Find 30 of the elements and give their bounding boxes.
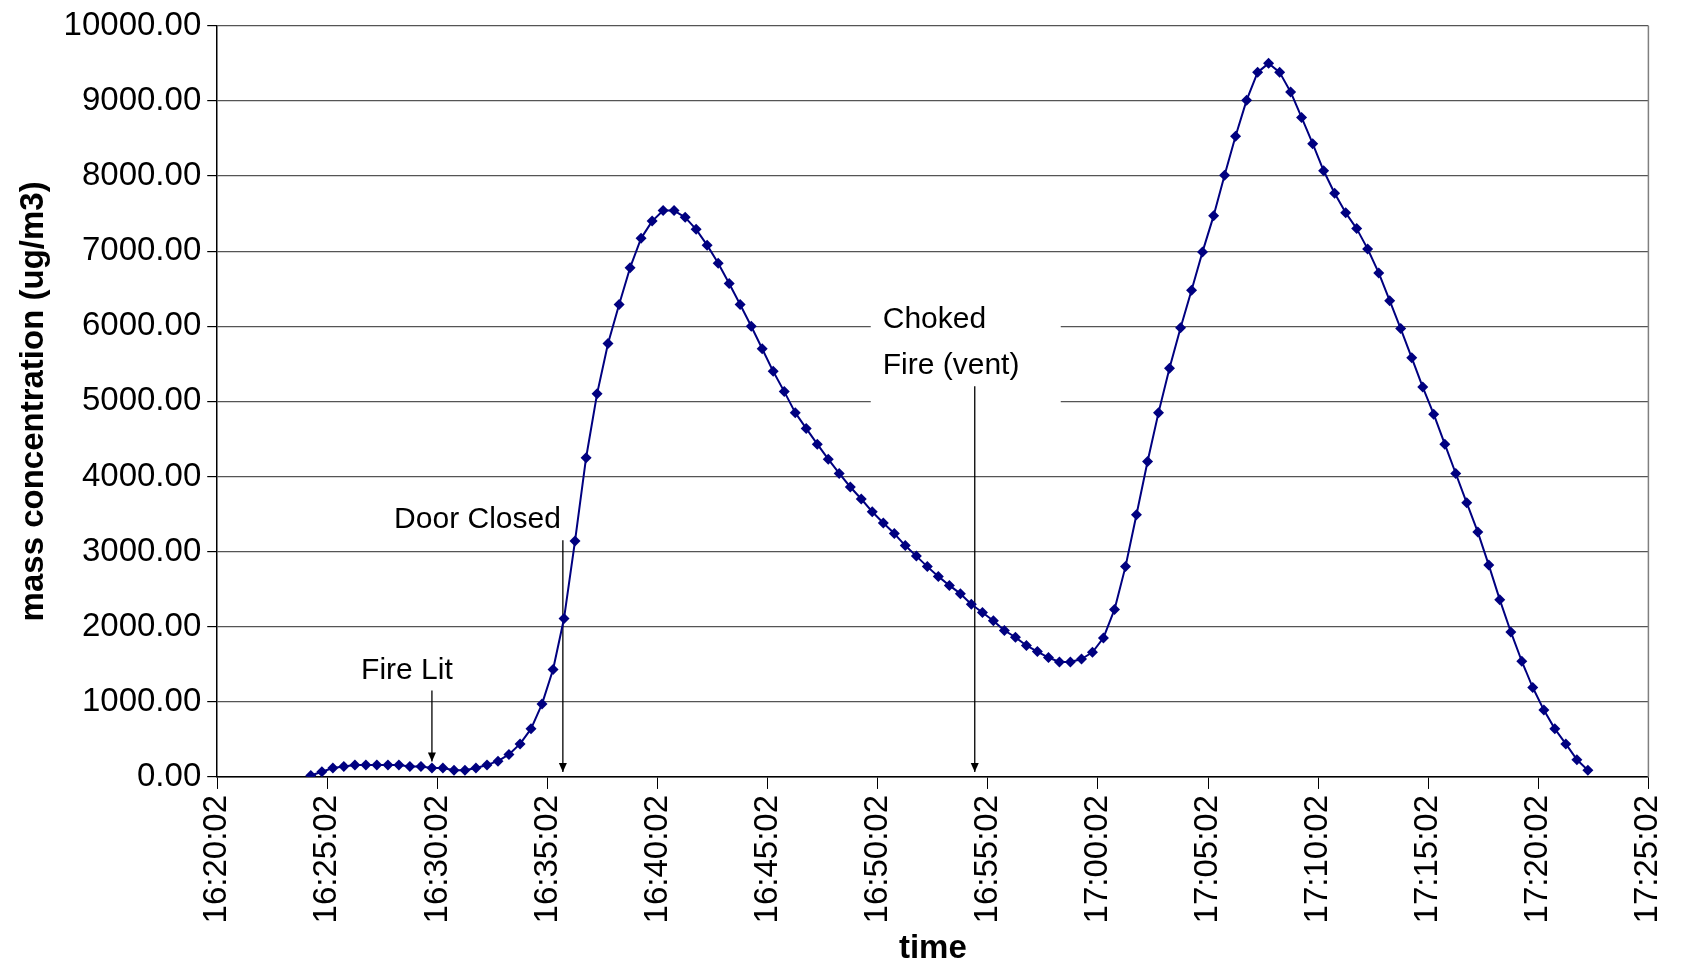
x-tick-label: 16:50:02	[856, 794, 894, 924]
x-tick-label: 17:05:02	[1187, 794, 1225, 924]
x-tick-label: 16:55:02	[966, 794, 1004, 924]
y-tick-label: 8000.00	[81, 155, 202, 193]
x-tick-label: 16:25:02	[306, 794, 344, 924]
annotation: Choked Fire (vent)	[882, 301, 1020, 381]
annotation: Door Closed	[394, 501, 561, 535]
y-tick-label: 2000.00	[81, 605, 202, 643]
y-tick-label: 6000.00	[81, 305, 202, 343]
x-tick-label: 16:30:02	[416, 794, 454, 924]
y-tick-label: 7000.00	[81, 230, 202, 268]
x-tick-label: 17:10:02	[1297, 794, 1335, 924]
x-tick-label: 16:35:02	[526, 794, 564, 924]
x-tick-label: 16:20:02	[196, 794, 234, 924]
y-tick-label: 3000.00	[81, 530, 202, 568]
x-tick-label: 17:25:02	[1627, 794, 1665, 924]
y-tick-label: 1000.00	[81, 680, 202, 718]
y-tick-label: 0.00	[137, 756, 202, 794]
y-axis-title: mass concentration (ug/m3)	[12, 181, 50, 622]
x-tick-label: 17:20:02	[1517, 794, 1555, 924]
y-tick-label: 4000.00	[81, 455, 202, 493]
y-tick-label: 10000.00	[63, 4, 202, 42]
y-tick-label: 9000.00	[81, 80, 202, 118]
y-tick-label: 5000.00	[81, 380, 202, 418]
x-tick-label: 16:45:02	[746, 794, 784, 924]
x-axis-title: time	[898, 928, 967, 966]
annotation: Fire Lit	[361, 651, 454, 685]
x-tick-label: 16:40:02	[636, 794, 674, 924]
x-tick-label: 17:15:02	[1407, 794, 1445, 924]
x-tick-label: 17:00:02	[1077, 794, 1115, 924]
